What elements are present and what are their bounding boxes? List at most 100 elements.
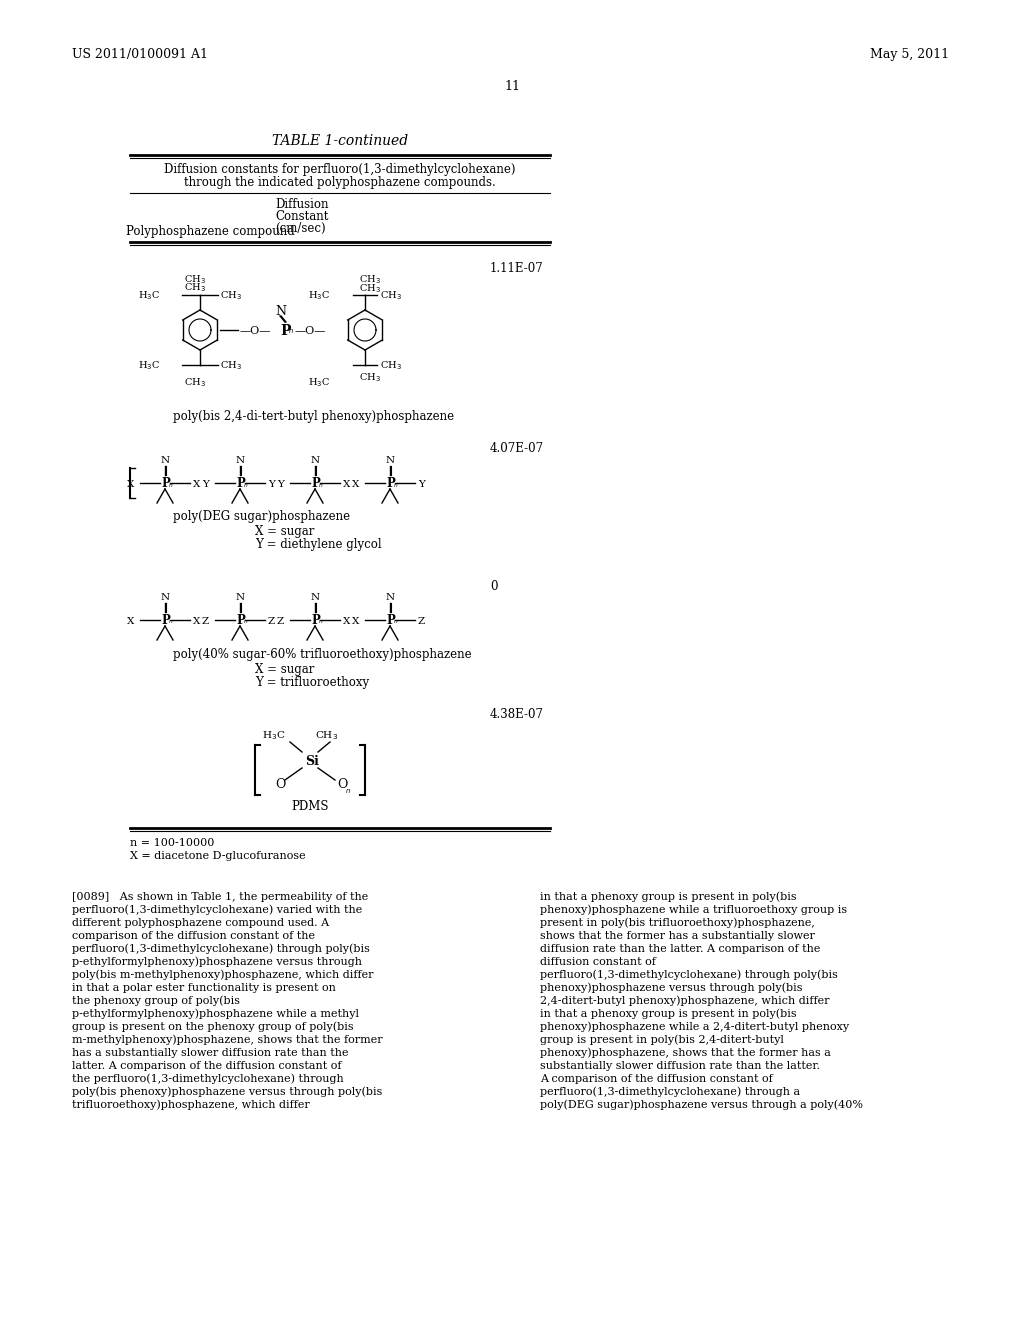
Text: N: N: [236, 455, 245, 465]
Text: $_n$: $_n$: [168, 482, 173, 490]
Text: P: P: [311, 477, 319, 490]
Text: P: P: [386, 614, 394, 627]
Text: CH$_3$: CH$_3$: [184, 281, 206, 294]
Text: $_n$: $_n$: [393, 482, 398, 490]
Text: through the indicated polyphosphazene compounds.: through the indicated polyphosphazene co…: [184, 176, 496, 189]
Text: 1.11E-07: 1.11E-07: [490, 261, 544, 275]
Text: H$_3$C: H$_3$C: [308, 289, 330, 302]
Text: Y: Y: [418, 480, 425, 488]
Text: phenoxy)phosphazene, shows that the former has a: phenoxy)phosphazene, shows that the form…: [540, 1048, 830, 1059]
Text: (cm/sec): (cm/sec): [275, 222, 326, 235]
Text: perfluoro(1,3-dimethylcyclohexane) through poly(bis: perfluoro(1,3-dimethylcyclohexane) throu…: [540, 969, 838, 979]
Text: shows that the former has a substantially slower: shows that the former has a substantiall…: [540, 931, 815, 941]
Text: P: P: [161, 477, 170, 490]
Text: —O—: —O—: [295, 326, 327, 337]
Text: $_n$: $_n$: [288, 327, 294, 335]
Text: O: O: [337, 777, 347, 791]
Text: m-methylphenoxy)phosphazene, shows that the former: m-methylphenoxy)phosphazene, shows that …: [72, 1035, 383, 1045]
Text: 2,4-ditert-butyl phenoxy)phosphazene, which differ: 2,4-ditert-butyl phenoxy)phosphazene, wh…: [540, 995, 829, 1006]
Text: Z: Z: [418, 616, 425, 626]
Text: trifluoroethoxy)phosphazene, which differ: trifluoroethoxy)phosphazene, which diffe…: [72, 1100, 309, 1110]
Text: X: X: [343, 480, 350, 488]
Text: Z: Z: [278, 616, 285, 626]
Text: N: N: [161, 455, 170, 465]
Text: CH$_3$: CH$_3$: [184, 273, 206, 286]
Text: X = sugar: X = sugar: [255, 663, 314, 676]
Text: P: P: [161, 614, 170, 627]
Text: Y: Y: [202, 480, 209, 488]
Text: $_n$: $_n$: [168, 619, 173, 627]
Text: US 2011/0100091 A1: US 2011/0100091 A1: [72, 48, 208, 61]
Text: group is present on the phenoxy group of poly(bis: group is present on the phenoxy group of…: [72, 1022, 353, 1032]
Text: 11: 11: [504, 81, 520, 92]
Text: N: N: [161, 593, 170, 602]
Text: O: O: [275, 777, 286, 791]
Text: H$_3$C: H$_3$C: [261, 729, 285, 742]
Text: latter. A comparison of the diffusion constant of: latter. A comparison of the diffusion co…: [72, 1061, 341, 1071]
Text: $_n$: $_n$: [318, 482, 324, 490]
Text: substantially slower diffusion rate than the latter.: substantially slower diffusion rate than…: [540, 1061, 820, 1071]
Text: H$_3$C: H$_3$C: [138, 359, 160, 372]
Text: Constant: Constant: [275, 210, 329, 223]
Text: Y = trifluoroethoxy: Y = trifluoroethoxy: [255, 676, 369, 689]
Text: perfluoro(1,3-dimethylcyclohexane) through a: perfluoro(1,3-dimethylcyclohexane) throu…: [540, 1086, 800, 1097]
Text: 0: 0: [490, 579, 498, 593]
Text: —O—: —O—: [240, 326, 271, 337]
Text: CH$_3$: CH$_3$: [380, 359, 401, 372]
Text: perfluoro(1,3-dimethylcyclohexane) varied with the: perfluoro(1,3-dimethylcyclohexane) varie…: [72, 904, 362, 915]
Text: in that a phenoxy group is present in poly(bis: in that a phenoxy group is present in po…: [540, 1008, 797, 1019]
Text: has a substantially slower diffusion rate than the: has a substantially slower diffusion rat…: [72, 1048, 348, 1059]
Text: in that a phenoxy group is present in poly(bis: in that a phenoxy group is present in po…: [540, 891, 797, 902]
Text: in that a polar ester functionality is present on: in that a polar ester functionality is p…: [72, 983, 336, 993]
Text: PDMS: PDMS: [291, 800, 329, 813]
Text: X: X: [127, 616, 134, 626]
Text: X: X: [193, 616, 201, 626]
Text: present in poly(bis trifluoroethoxy)phosphazene,: present in poly(bis trifluoroethoxy)phos…: [540, 917, 815, 928]
Text: poly(bis 2,4-di-tert-butyl phenoxy)phosphazene: poly(bis 2,4-di-tert-butyl phenoxy)phosp…: [173, 411, 454, 422]
Text: TABLE 1-continued: TABLE 1-continued: [272, 135, 408, 148]
Text: 4.38E-07: 4.38E-07: [490, 708, 544, 721]
Text: P: P: [311, 614, 319, 627]
Text: N: N: [386, 455, 395, 465]
Text: poly(bis m-methylphenoxy)phosphazene, which differ: poly(bis m-methylphenoxy)phosphazene, wh…: [72, 969, 374, 979]
Text: $_n$: $_n$: [345, 787, 351, 796]
Text: X: X: [352, 480, 359, 488]
Text: comparison of the diffusion constant of the: comparison of the diffusion constant of …: [72, 931, 315, 941]
Text: X: X: [193, 480, 201, 488]
Text: diffusion rate than the latter. A comparison of the: diffusion rate than the latter. A compar…: [540, 944, 820, 954]
Text: CH$_3$: CH$_3$: [380, 289, 401, 302]
Text: Y: Y: [278, 480, 284, 488]
Text: N: N: [386, 593, 395, 602]
Text: May 5, 2011: May 5, 2011: [870, 48, 949, 61]
Text: Diffusion: Diffusion: [275, 198, 329, 211]
Text: poly(40% sugar-60% trifluoroethoxy)phosphazene: poly(40% sugar-60% trifluoroethoxy)phosp…: [173, 648, 472, 661]
Text: Y = diethylene glycol: Y = diethylene glycol: [255, 539, 382, 550]
Text: CH$_3$: CH$_3$: [220, 289, 242, 302]
Text: poly(DEG sugar)phosphazene versus through a poly(40%: poly(DEG sugar)phosphazene versus throug…: [540, 1100, 863, 1110]
Text: X: X: [352, 616, 359, 626]
Text: p-ethylformylphenoxy)phosphazene while a methyl: p-ethylformylphenoxy)phosphazene while a…: [72, 1008, 359, 1019]
Text: P: P: [386, 477, 394, 490]
Text: $_n$: $_n$: [243, 482, 249, 490]
Text: poly(bis phenoxy)phosphazene versus through poly(bis: poly(bis phenoxy)phosphazene versus thro…: [72, 1086, 382, 1097]
Text: N: N: [311, 455, 321, 465]
Text: the phenoxy group of poly(bis: the phenoxy group of poly(bis: [72, 995, 240, 1006]
Text: CH$_3$: CH$_3$: [220, 359, 242, 372]
Text: [0089]   As shown in Table 1, the permeability of the: [0089] As shown in Table 1, the permeabi…: [72, 892, 369, 902]
Text: $_n$: $_n$: [318, 619, 324, 627]
Text: poly(DEG sugar)phosphazene: poly(DEG sugar)phosphazene: [173, 510, 350, 523]
Text: n = 100-10000: n = 100-10000: [130, 838, 214, 847]
Text: CH$_3$: CH$_3$: [359, 282, 381, 294]
Text: CH$_3$: CH$_3$: [359, 273, 381, 286]
Text: H$_3$C: H$_3$C: [138, 289, 160, 302]
Text: CH$_3$: CH$_3$: [315, 729, 338, 742]
Text: Z: Z: [202, 616, 209, 626]
Text: phenoxy)phosphazene while a 2,4-ditert-butyl phenoxy: phenoxy)phosphazene while a 2,4-ditert-b…: [540, 1022, 849, 1032]
Text: different polyphosphazene compound used. A: different polyphosphazene compound used.…: [72, 917, 329, 928]
Text: perfluoro(1,3-dimethylcyclohexane) through poly(bis: perfluoro(1,3-dimethylcyclohexane) throu…: [72, 944, 370, 954]
Text: Z: Z: [268, 616, 275, 626]
Text: N: N: [236, 593, 245, 602]
Text: Y: Y: [268, 480, 274, 488]
Text: $_n$: $_n$: [243, 619, 249, 627]
Text: phenoxy)phosphazene while a trifluoroethoxy group is: phenoxy)phosphazene while a trifluoroeth…: [540, 904, 847, 915]
